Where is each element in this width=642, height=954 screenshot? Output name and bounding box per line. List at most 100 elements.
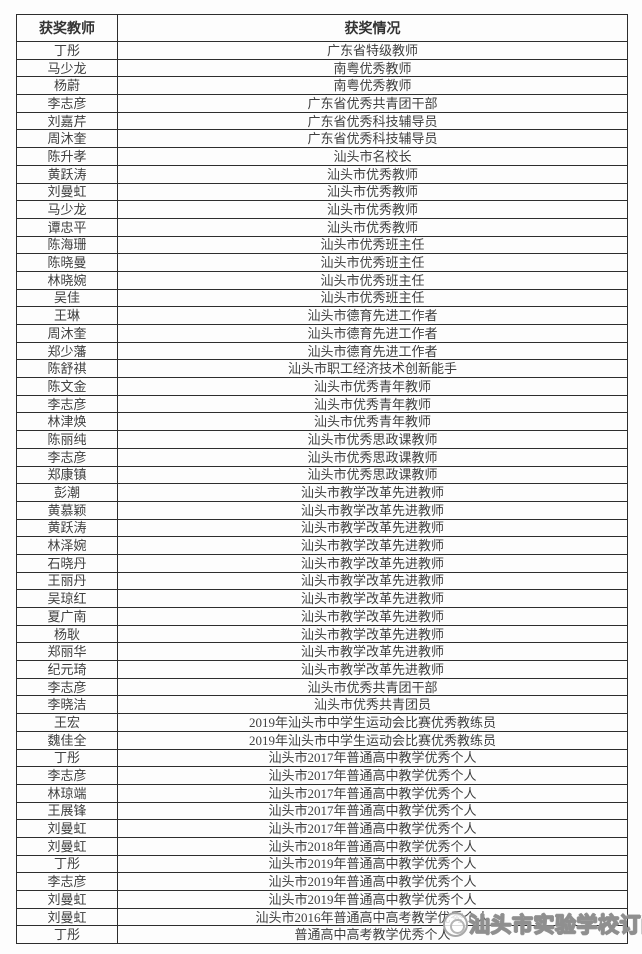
award-cell: 2019年汕头市中学生运动会比赛优秀教练员 — [117, 730, 628, 750]
teacher-name-cell: 李志彦 — [16, 766, 118, 785]
teacher-name-cell: 陈升孝 — [16, 147, 118, 166]
teacher-name-cell: 周沐奎 — [16, 129, 118, 149]
table-row: 吴佳 汕头市优秀班主任 — [16, 288, 628, 308]
table-row: 彭潮 汕头市教学改革先进教师 — [16, 483, 628, 502]
award-cell: 汕头市优秀教师 — [117, 182, 628, 202]
table-body: 丁彤 广东省特级教师 马少龙 南粤优秀教师 杨蔚 南粤优秀教师 李志彦 广东省优秀共青团干部刘… — [16, 41, 628, 945]
teacher-name-cell: 林泽婉 — [16, 536, 118, 555]
table-header-row: 获奖教师 获奖情况 — [16, 14, 628, 42]
table-row: 林琼端 汕头市2017年普通高中教学优秀个人 — [16, 783, 628, 803]
table-row: 刘曼虹 汕头市2019年普通高中教学优秀个人 — [16, 890, 628, 909]
award-cell: 汕头市教学改革先进教师 — [117, 518, 628, 538]
table-row: 郑少藩 汕头市德育先进工作者 — [16, 341, 628, 361]
award-cell: 汕头市优秀共青团干部 — [117, 677, 628, 697]
teacher-name-cell: 黄跃涛 — [16, 164, 118, 184]
award-cell: 汕头市优秀班主任 — [117, 270, 628, 290]
table-row: 王琳 汕头市德育先进工作者 — [16, 306, 628, 325]
award-cell: 汕头市教学改革先进教师 — [117, 571, 628, 591]
teacher-name-cell: 刘曼虹 — [16, 907, 118, 927]
teacher-name-cell: 吴琼红 — [16, 589, 118, 608]
table-row: 林晓婉 汕头市优秀班主任 — [16, 270, 628, 290]
table-row: 李志彦 广东省优秀共青团干部 — [16, 94, 628, 113]
teacher-name-cell: 陈丽纯 — [16, 430, 118, 449]
teacher-name-cell: 林晓婉 — [16, 270, 118, 290]
table-row: 陈舒祺 汕头市职工经济技术创新能手 — [16, 359, 628, 379]
teacher-name-cell: 丁彤 — [16, 41, 118, 60]
table-row: 杨耿 汕头市教学改革先进教师 — [16, 624, 628, 644]
teacher-name-cell: 丁彤 — [16, 854, 118, 874]
table-row: 谭忠平 汕头市优秀教师 — [16, 217, 628, 237]
award-cell: 汕头市优秀教师 — [117, 164, 628, 184]
table-row: 李志彦 汕头市优秀思政课教师 — [16, 447, 628, 467]
table-row: 郑丽华 汕头市教学改革先进教师 — [16, 642, 628, 662]
column-header-teacher: 获奖教师 — [16, 14, 118, 42]
table-row: 马少龙 汕头市优秀教师 — [16, 200, 628, 219]
award-cell: 广东省优秀科技辅导员 — [117, 129, 628, 149]
teacher-name-cell: 纪元琦 — [16, 660, 118, 679]
teacher-name-cell: 李志彦 — [16, 394, 118, 414]
award-cell: 汕头市优秀青年教师 — [117, 412, 628, 432]
table-row: 吴琼红 汕头市教学改革先进教师 — [16, 589, 628, 608]
table-row: 李晓洁 汕头市优秀共青团员 — [16, 695, 628, 715]
award-cell: 广东省优秀共青团干部 — [117, 94, 628, 113]
table-row: 王宏 2019年汕头市中学生运动会比赛优秀教练员 — [16, 713, 628, 732]
award-cell: 汕头市教学改革先进教师 — [117, 536, 628, 555]
award-cell: 汕头市优秀共青团员 — [117, 695, 628, 715]
teacher-name-cell: 陈晓曼 — [16, 253, 118, 272]
award-cell: 汕头市教学改革先进教师 — [117, 624, 628, 644]
award-cell: 广东省优秀科技辅导员 — [117, 111, 628, 131]
teacher-name-cell: 石晓丹 — [16, 553, 118, 573]
teacher-name-cell: 马少龙 — [16, 200, 118, 219]
award-cell: 汕头市优秀班主任 — [117, 235, 628, 255]
table-row: 郑康镇 汕头市优秀思政课教师 — [16, 465, 628, 485]
award-cell: 汕头市2019年普通高中教学优秀个人 — [117, 872, 628, 891]
teacher-name-cell: 刘曼虹 — [16, 836, 118, 856]
teacher-name-cell: 林琼端 — [16, 783, 118, 803]
teacher-name-cell: 谭忠平 — [16, 217, 118, 237]
table-row: 王丽丹 汕头市教学改革先进教师 — [16, 571, 628, 591]
table-row: 黄慕颖 汕头市教学改革先进教师 — [16, 500, 628, 520]
table-row: 陈文金 汕头市优秀青年教师 — [16, 377, 628, 396]
teacher-name-cell: 刘曼虹 — [16, 819, 118, 838]
award-cell: 2019年汕头市中学生运动会比赛优秀教练员 — [117, 713, 628, 732]
teacher-name-cell: 彭潮 — [16, 483, 118, 502]
teacher-name-cell: 魏佳全 — [16, 730, 118, 750]
award-cell: 汕头市2019年普通高中教学优秀个人 — [117, 854, 628, 874]
table-row: 周沐奎 广东省优秀科技辅导员 — [16, 129, 628, 149]
table-row: 魏佳全 2019年汕头市中学生运动会比赛优秀教练员 — [16, 730, 628, 750]
table-row: 王展锋 汕头市2017年普通高中教学优秀个人 — [16, 801, 628, 821]
award-cell: 汕头市德育先进工作者 — [117, 324, 628, 343]
award-cell: 汕头市德育先进工作者 — [117, 341, 628, 361]
award-cell: 汕头市优秀教师 — [117, 200, 628, 219]
table-row: 刘曼虹 汕头市2017年普通高中教学优秀个人 — [16, 819, 628, 838]
teacher-name-cell: 陈文金 — [16, 377, 118, 396]
award-cell: 汕头市教学改革先进教师 — [117, 500, 628, 520]
award-cell: 汕头市德育先进工作者 — [117, 306, 628, 325]
award-cell: 汕头市教学改革先进教师 — [117, 553, 628, 573]
table-row: 丁彤 普通高中高考教学优秀个人 — [16, 925, 628, 945]
teacher-name-cell: 王丽丹 — [16, 571, 118, 591]
table-row: 刘曼虹 汕头市2018年普通高中教学优秀个人 — [16, 836, 628, 856]
teacher-name-cell: 李志彦 — [16, 94, 118, 113]
teacher-name-cell: 丁彤 — [16, 748, 118, 768]
table-row: 陈升孝 汕头市名校长 — [16, 147, 628, 166]
award-cell: 普通高中高考教学优秀个人 — [117, 925, 628, 945]
table-row: 李志彦 汕头市2017年普通高中教学优秀个人 — [16, 766, 628, 785]
table-row: 李志彦 汕头市优秀共青团干部 — [16, 677, 628, 697]
table-row: 石晓丹 汕头市教学改革先进教师 — [16, 553, 628, 573]
award-cell: 汕头市2017年普通高中教学优秀个人 — [117, 819, 628, 838]
teacher-name-cell: 郑康镇 — [16, 465, 118, 485]
teacher-name-cell: 陈舒祺 — [16, 359, 118, 379]
table-row: 黄跃涛 汕头市优秀教师 — [16, 164, 628, 184]
teacher-name-cell: 王展锋 — [16, 801, 118, 821]
table-row: 周沐奎 汕头市德育先进工作者 — [16, 324, 628, 343]
award-cell: 汕头市优秀青年教师 — [117, 394, 628, 414]
award-cell: 汕头市职工经济技术创新能手 — [117, 359, 628, 379]
award-cell: 汕头市优秀班主任 — [117, 253, 628, 272]
award-cell: 汕头市优秀青年教师 — [117, 377, 628, 396]
table-row: 陈丽纯 汕头市优秀思政课教师 — [16, 430, 628, 449]
award-cell: 汕头市2016年普通高中高考教学优秀个人 — [117, 907, 628, 927]
award-cell: 南粤优秀教师 — [117, 76, 628, 96]
teacher-name-cell: 陈海珊 — [16, 235, 118, 255]
